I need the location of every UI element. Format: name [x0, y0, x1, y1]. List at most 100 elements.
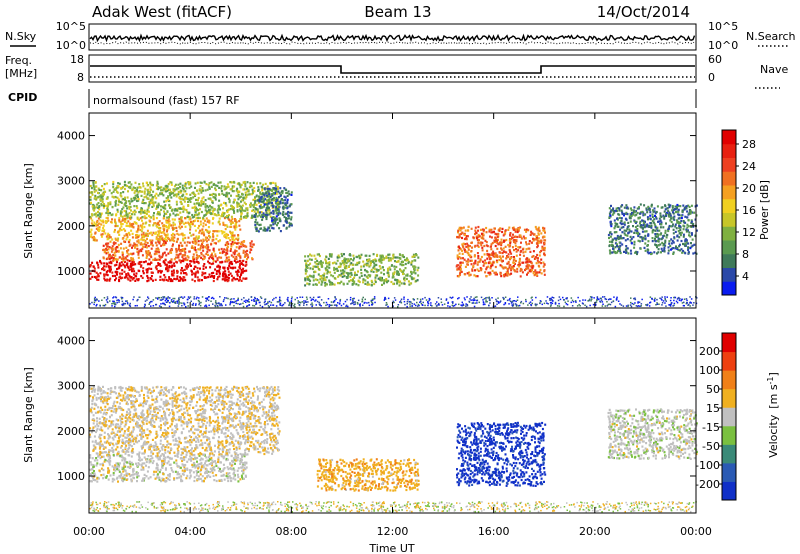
power-cell [684, 252, 687, 255]
power-cell [516, 235, 519, 239]
power-cell [530, 241, 533, 244]
power-cell [227, 256, 230, 259]
power-cell [162, 260, 165, 263]
power-cell [413, 259, 416, 262]
power-cell [159, 264, 162, 267]
power-cell [509, 233, 511, 236]
power-cell [488, 258, 491, 261]
power-cell [131, 199, 134, 203]
power-cell [329, 255, 331, 258]
power-cell [653, 251, 656, 254]
power-cell [107, 242, 110, 245]
power-cell [126, 255, 129, 258]
power-cell [125, 263, 128, 267]
power-cell [140, 233, 143, 236]
power-cell [277, 201, 279, 205]
power-cell [642, 224, 645, 227]
power-cell [173, 185, 176, 188]
power-ground-cell [403, 296, 405, 298]
power-cell [166, 219, 169, 222]
power-cell [323, 278, 326, 281]
power-cell [383, 279, 386, 282]
power-cell [134, 181, 137, 184]
power-ground-cell [554, 301, 557, 304]
power-cell [278, 196, 280, 199]
power-ground-cell [627, 304, 629, 307]
power-cell [254, 197, 256, 200]
power-cell [288, 204, 291, 207]
power-cell [479, 267, 482, 270]
power-cell [218, 275, 221, 278]
power-cell [491, 269, 494, 272]
power-cell [222, 193, 225, 196]
power-ground-cell [178, 301, 180, 303]
power-cell [340, 272, 343, 275]
power-ground-cell [484, 297, 487, 299]
power-ground-cell [335, 305, 338, 307]
power-cell [514, 235, 517, 238]
power-ground-cell [242, 302, 244, 305]
power-cell [382, 255, 384, 258]
power-cell [500, 259, 503, 262]
power-cell [286, 212, 289, 215]
power-cell [108, 234, 111, 237]
power-cell [98, 226, 101, 229]
power-cell [490, 243, 493, 246]
power-cell [643, 237, 646, 240]
power-cell [201, 241, 204, 244]
power-cell [140, 275, 143, 278]
power-cell [102, 244, 105, 247]
power-cell [286, 194, 289, 197]
power-cell [119, 220, 122, 224]
power-cell [197, 219, 199, 223]
power-cell [143, 261, 146, 264]
power-cell [145, 195, 148, 198]
power-cell [189, 200, 192, 203]
power-cell [624, 233, 627, 237]
power-cell [540, 241, 543, 244]
power-cell [286, 217, 289, 220]
power-cell [194, 205, 197, 208]
power-cell [93, 206, 96, 209]
power-ground-cell [219, 304, 221, 307]
power-cell [314, 283, 317, 286]
power-cell [178, 220, 181, 223]
power-cell [612, 247, 614, 250]
power-cell [664, 208, 667, 211]
power-cell [333, 283, 336, 286]
power-ground-cell [399, 301, 401, 303]
power-cell [226, 247, 229, 250]
power-cell [411, 260, 414, 263]
power-cell [205, 217, 208, 220]
power-cell [517, 246, 520, 249]
power-ground-cell [112, 297, 114, 299]
power-cell [183, 258, 186, 261]
power-ground-cell [293, 305, 295, 307]
power-cell [128, 202, 131, 205]
power-cell [224, 273, 227, 276]
power-cell [202, 265, 205, 268]
power-cell [238, 224, 241, 227]
power-cell [145, 216, 148, 219]
power-cell [280, 190, 283, 193]
power-cell [180, 269, 183, 272]
power-cell [102, 206, 105, 209]
power-cell [470, 250, 473, 253]
power-cell [528, 242, 531, 245]
power-cell [536, 239, 539, 242]
power-cell [509, 250, 512, 253]
power-cell [172, 269, 175, 272]
power-cell [463, 248, 466, 251]
power-cell [167, 217, 170, 221]
power-cell [223, 234, 226, 237]
power-cell [217, 221, 220, 224]
power-cell [145, 221, 148, 224]
power-cell [478, 239, 480, 242]
power-cell [615, 207, 618, 210]
power-cell [100, 189, 103, 192]
power-cell [393, 265, 396, 268]
power-cell [505, 257, 508, 260]
power-cell [261, 197, 264, 200]
power-cell [466, 242, 469, 245]
power-cell [488, 273, 491, 276]
